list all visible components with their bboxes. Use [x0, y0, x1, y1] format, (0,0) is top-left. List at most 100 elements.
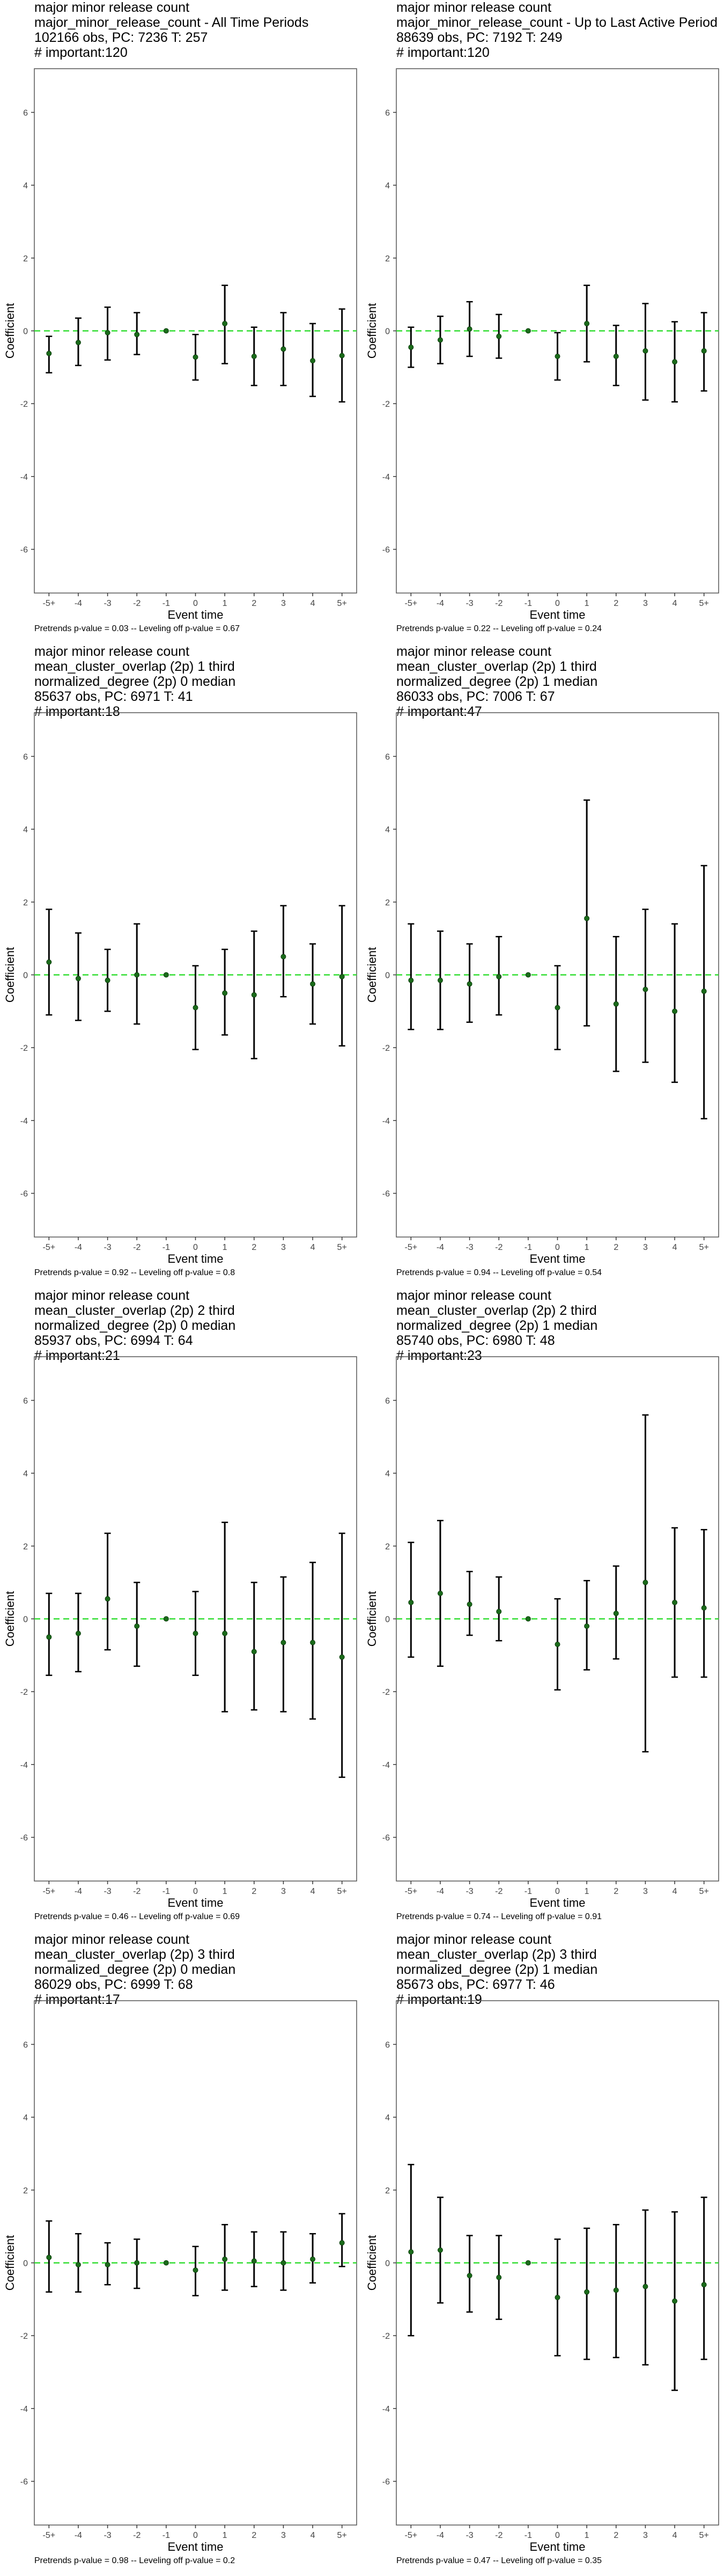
data-point [437, 1591, 443, 1597]
data-point [525, 328, 531, 334]
pvalue-footer: Pretrends p-value = 0.03 -- Leveling off… [34, 624, 240, 633]
y-tick-label: -6 [382, 1190, 390, 1199]
y-tick-label: -2 [382, 1688, 390, 1697]
y-axis-label: Coefficient [365, 2235, 379, 2291]
chart-title-line: major minor release count [396, 0, 552, 15]
x-tick-label: -4 [75, 599, 82, 608]
x-tick-label: -5+ [43, 599, 56, 608]
data-point [163, 2260, 169, 2266]
data-point [525, 2260, 531, 2266]
data-point [525, 1616, 531, 1622]
x-tick-label: 5+ [699, 1887, 709, 1896]
x-tick-label: -4 [437, 1243, 444, 1252]
x-tick-label: 1 [223, 1887, 227, 1896]
y-tick-label: -6 [382, 2478, 390, 2487]
data-point [555, 2294, 560, 2300]
chart-plot: -6 -4 -2 0 2 4 6 -5+ -4 -3 -2 -1 0 1 2 3 4 5+ Event time Co… [3, 2000, 357, 2553]
y-tick-label: -2 [382, 400, 390, 409]
x-tick-label: 0 [193, 1243, 198, 1252]
data-point [339, 353, 345, 358]
data-point [46, 350, 52, 356]
x-tick-label: 1 [223, 1243, 227, 1252]
x-tick-label: 3 [643, 599, 648, 608]
data-point [339, 2240, 345, 2246]
data-point [251, 2258, 257, 2264]
x-tick-label: -2 [133, 2531, 141, 2540]
data-point [408, 1599, 414, 1605]
chart-panel: major minor release count mean_cluster_ov… [362, 1288, 724, 1932]
pvalue-footer: Pretrends p-value = 0.22 -- Leveling off… [396, 624, 602, 633]
chart-title-line: # important:18 [34, 704, 120, 719]
x-tick-label: 2 [614, 1887, 618, 1896]
data-point [251, 353, 257, 359]
y-axis-label: Coefficient [3, 1591, 17, 1647]
x-tick-label: 3 [643, 1243, 648, 1252]
data-point [496, 2274, 502, 2280]
chart-title-block: major minor release count major_minor_rel… [34, 0, 308, 60]
chart-title-block: major minor release count mean_cluster_ov… [396, 644, 597, 719]
chart-title-line: major minor release count [34, 1932, 190, 1947]
x-tick-label: -5+ [405, 599, 418, 608]
x-tick-label: 0 [193, 1887, 198, 1896]
data-point [672, 2298, 678, 2304]
y-tick-label: 4 [23, 825, 28, 835]
chart-title-line: # important:120 [396, 45, 490, 60]
x-tick-label: 3 [281, 2531, 286, 2540]
x-tick-label: -5+ [405, 1243, 418, 1252]
data-point [408, 2249, 414, 2255]
y-tick-label: 0 [23, 2259, 28, 2268]
data-point [339, 1654, 345, 1660]
y-tick-label: -4 [20, 1761, 28, 1770]
x-axis-label: Event time [530, 2540, 586, 2553]
data-point [163, 328, 169, 334]
x-tick-label: 3 [643, 2531, 648, 2540]
x-tick-label: -5+ [405, 1887, 418, 1896]
data-point [105, 977, 110, 983]
data-point [280, 954, 286, 960]
data-point [525, 972, 531, 978]
chart-title-line: normalized_degree (2p) 1 median [396, 1318, 598, 1333]
chart-title-line: normalized_degree (2p) 0 median [34, 1962, 236, 1977]
x-tick-label: 0 [193, 599, 198, 608]
y-tick-label: 0 [23, 1615, 28, 1624]
y-tick-label: 0 [385, 1615, 390, 1624]
x-tick-label: 5+ [699, 2531, 709, 2540]
pvalue-footer: Pretrends p-value = 0.46 -- Leveling off… [34, 1912, 240, 1921]
data-point [251, 992, 257, 998]
y-tick-label: -4 [382, 2405, 390, 2414]
y-tick-label: 2 [385, 898, 390, 908]
y-tick-label: -4 [20, 2405, 28, 2414]
data-point [75, 340, 81, 346]
x-tick-label: -3 [466, 2531, 473, 2540]
chart-title-line: 86029 obs, PC: 6999 T: 68 [34, 1977, 193, 1992]
data-point [642, 2284, 648, 2289]
x-tick-label: 4 [673, 1887, 677, 1896]
chart-title-line: major minor release count [34, 0, 190, 15]
data-point [613, 353, 619, 359]
x-tick-label: 5+ [699, 599, 709, 608]
data-point [46, 2255, 52, 2260]
x-tick-label: 5+ [699, 1243, 709, 1252]
pvalue-footer: Pretrends p-value = 0.74 -- Leveling off… [396, 1912, 602, 1921]
chart-plot: -6 -4 -2 0 2 4 6 -5+ -4 -3 -2 -1 0 1 2 3 4 5+ Event time Co… [365, 712, 719, 1265]
x-tick-label: -2 [495, 2531, 503, 2540]
chart-title-block: major minor release count mean_cluster_ov… [396, 1932, 597, 2007]
x-tick-label: -5+ [43, 1243, 56, 1252]
chart-title-line: 86033 obs, PC: 7006 T: 67 [396, 689, 555, 704]
x-tick-label: -5+ [43, 1887, 56, 1896]
data-point [408, 977, 414, 983]
chart-title-line: 85637 obs, PC: 6971 T: 41 [34, 689, 193, 704]
x-axis-label: Event time [530, 608, 586, 621]
chart-panel: major minor release count mean_cluster_ov… [362, 1932, 724, 2576]
y-tick-label: 2 [385, 2186, 390, 2196]
chart-title-line: major minor release count [34, 644, 190, 659]
chart-title-block: major minor release count mean_cluster_ov… [34, 1288, 235, 1363]
data-point [437, 977, 443, 983]
x-tick-label: -2 [495, 1887, 503, 1896]
y-tick-label: 4 [385, 181, 390, 191]
x-tick-label: 5+ [337, 1243, 347, 1252]
y-tick-label: 0 [23, 327, 28, 336]
data-point [310, 358, 316, 364]
data-point [105, 2262, 110, 2267]
x-tick-label: 5+ [337, 599, 347, 608]
